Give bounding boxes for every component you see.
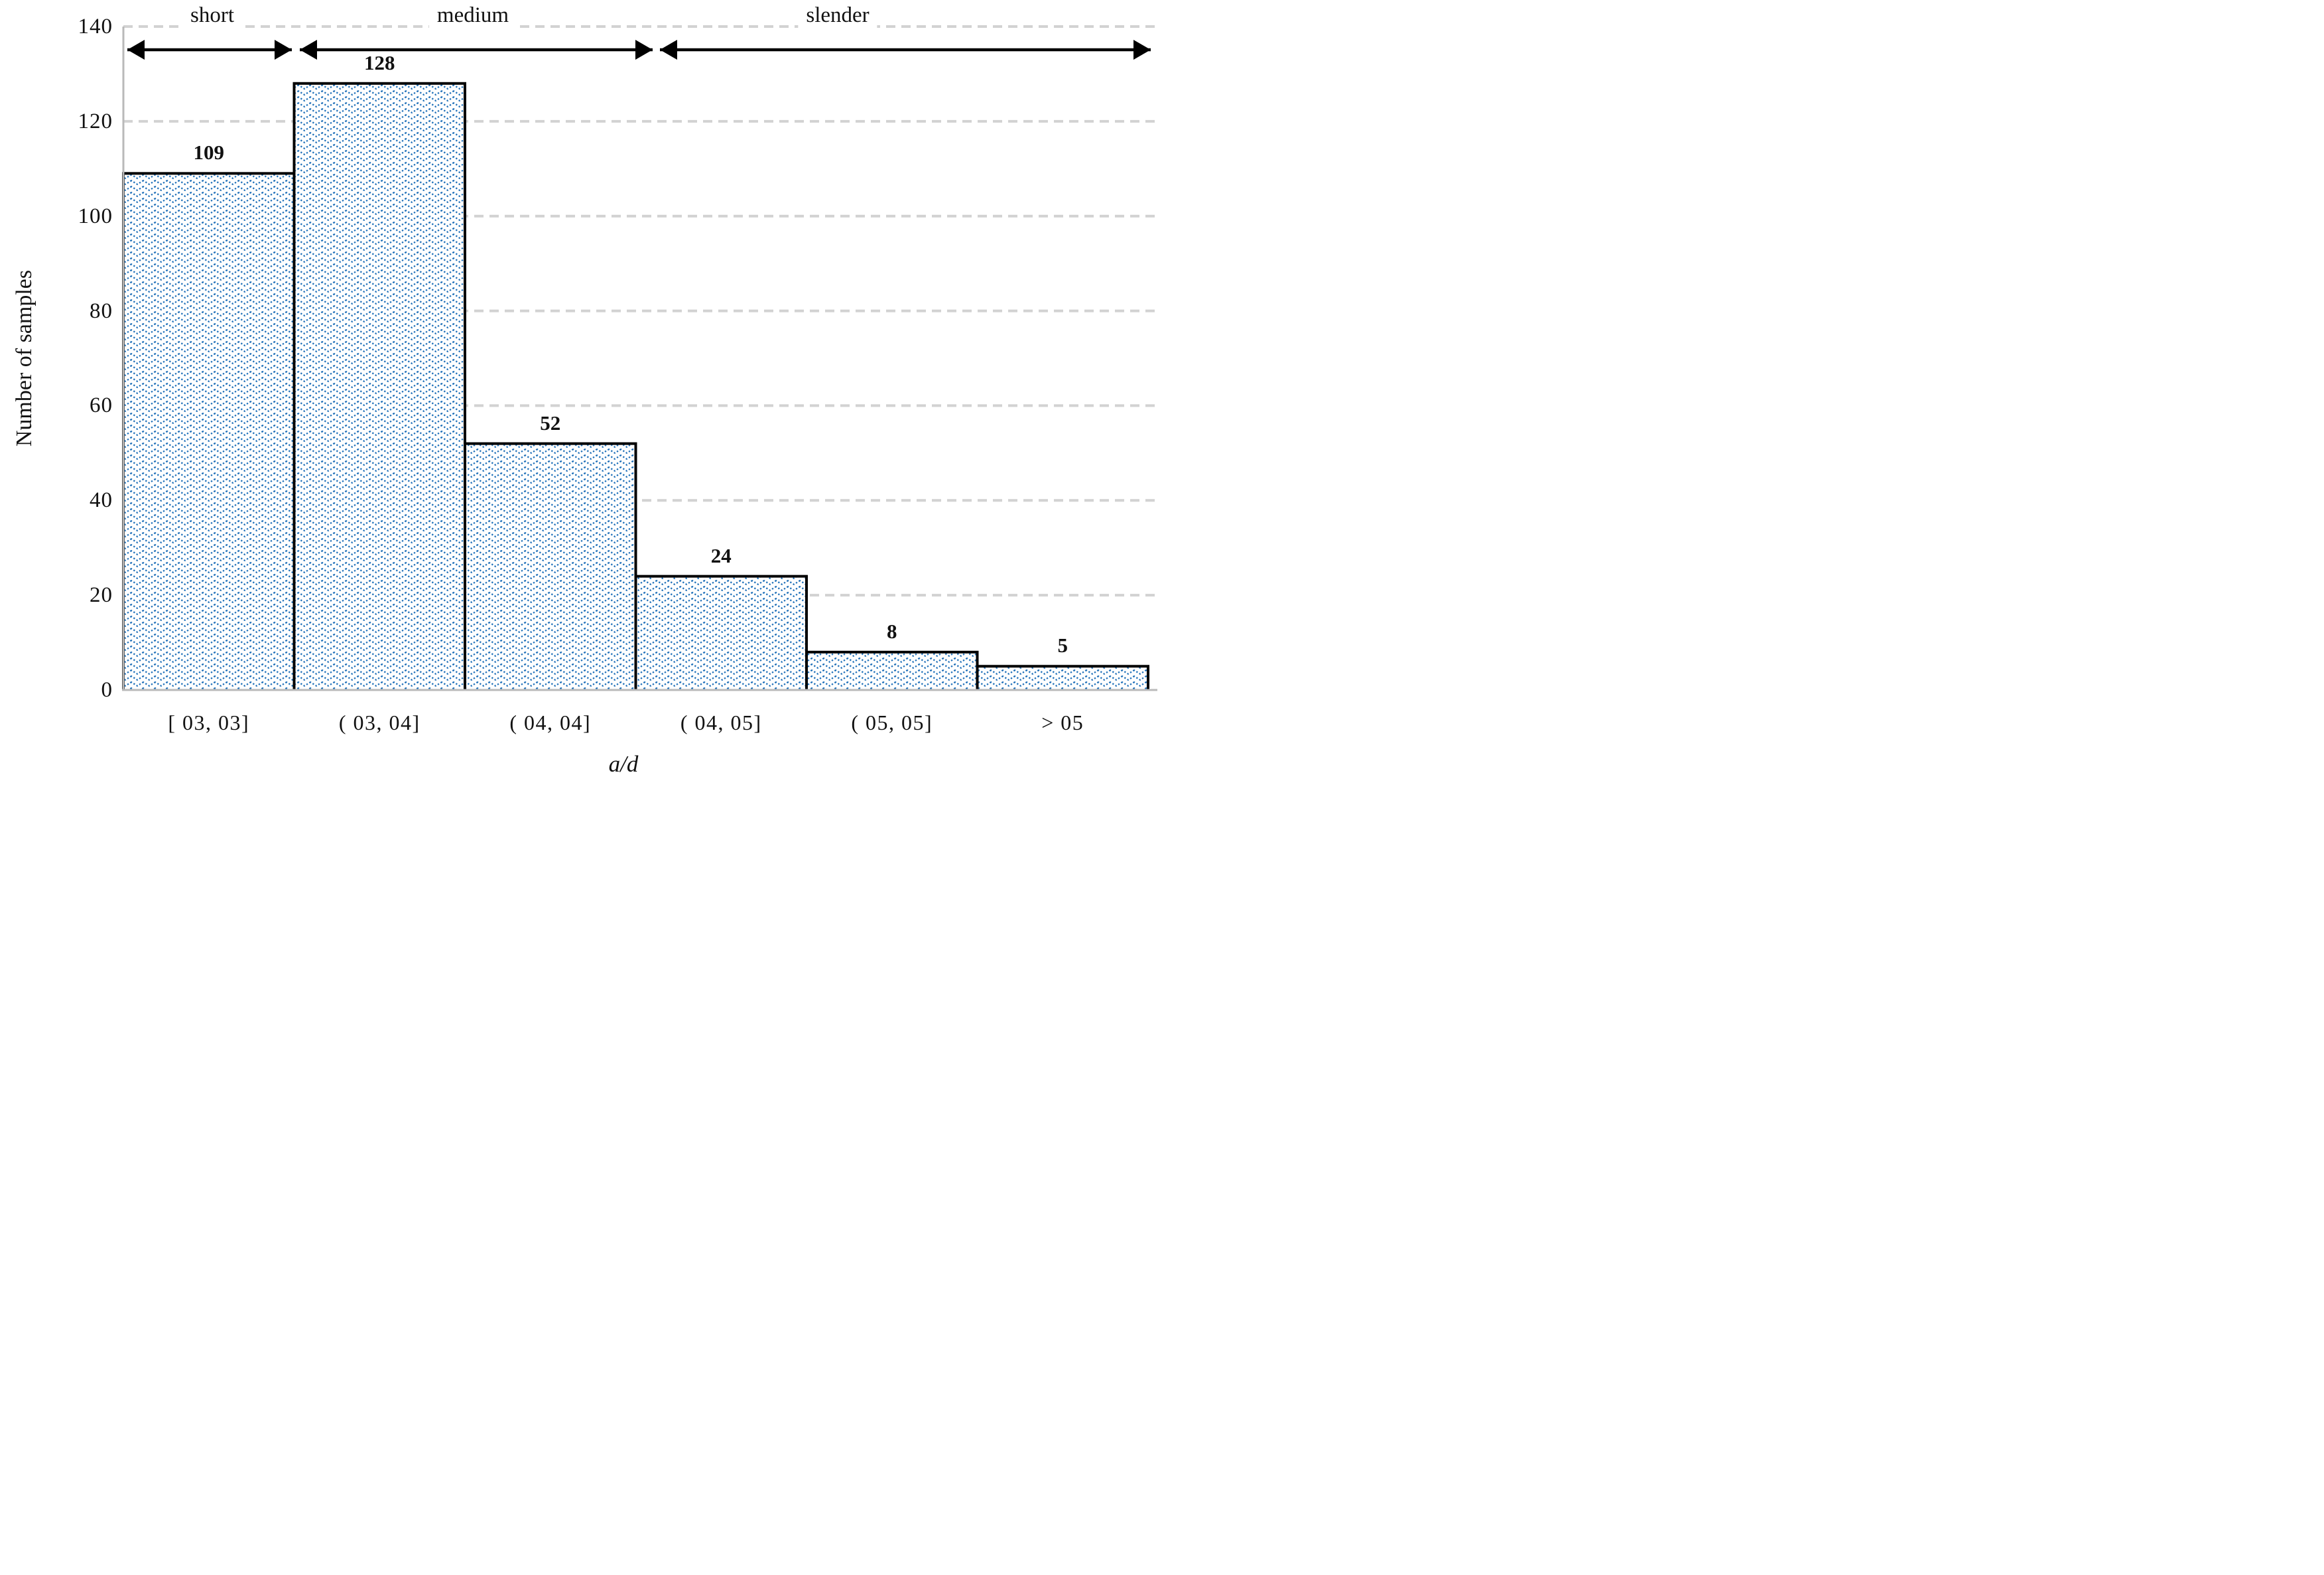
y-tick-0: 0	[101, 678, 113, 702]
bar-2	[292, 82, 466, 690]
bar-value-4: 24	[710, 543, 732, 567]
y-tick-120: 120	[78, 109, 113, 133]
x-tick-4: ( 04, 05]	[680, 711, 762, 734]
bar-value-2: 128	[364, 50, 395, 74]
x-tick-3: ( 04, 04]	[509, 711, 592, 734]
zone-label-medium: medium	[428, 1, 517, 29]
y-tick-100: 100	[78, 204, 113, 228]
x-axis-title: a/d	[608, 751, 639, 777]
y-tick-80: 80	[90, 299, 113, 323]
histogram-figure: 0 20 40 60 80 100 120 140 [ 03, 03] ( 03, 04] ( 0…	[0, 0, 1162, 788]
y-tick-60: 60	[90, 393, 113, 418]
bar-5	[805, 650, 979, 690]
axes	[122, 27, 1157, 691]
bar-6	[976, 665, 1149, 690]
bar-value-1: 109	[193, 141, 225, 165]
bar-value-6: 5	[1057, 634, 1068, 657]
x-tick-5: ( 05, 05]	[851, 711, 933, 734]
bars	[122, 82, 1149, 690]
x-tick-6: > 05	[1041, 711, 1084, 734]
chart-canvas	[122, 25, 1157, 691]
zone-label-short: short	[182, 1, 242, 29]
y-axis-title: Number of samples	[12, 269, 36, 447]
bar-value-3: 52	[540, 411, 561, 435]
y-tick-40: 40	[90, 488, 113, 513]
x-tick-1: [ 03, 03]	[168, 711, 250, 734]
bar-value-5: 8	[887, 619, 897, 643]
y-tick-140: 140	[78, 15, 113, 38]
bar-3	[464, 442, 637, 690]
bar-4	[634, 575, 808, 690]
y-tick-20: 20	[90, 583, 113, 608]
x-tick-2: ( 03, 04]	[338, 711, 420, 734]
zone-label-slender: slender	[798, 1, 877, 29]
bar-1	[122, 172, 296, 690]
